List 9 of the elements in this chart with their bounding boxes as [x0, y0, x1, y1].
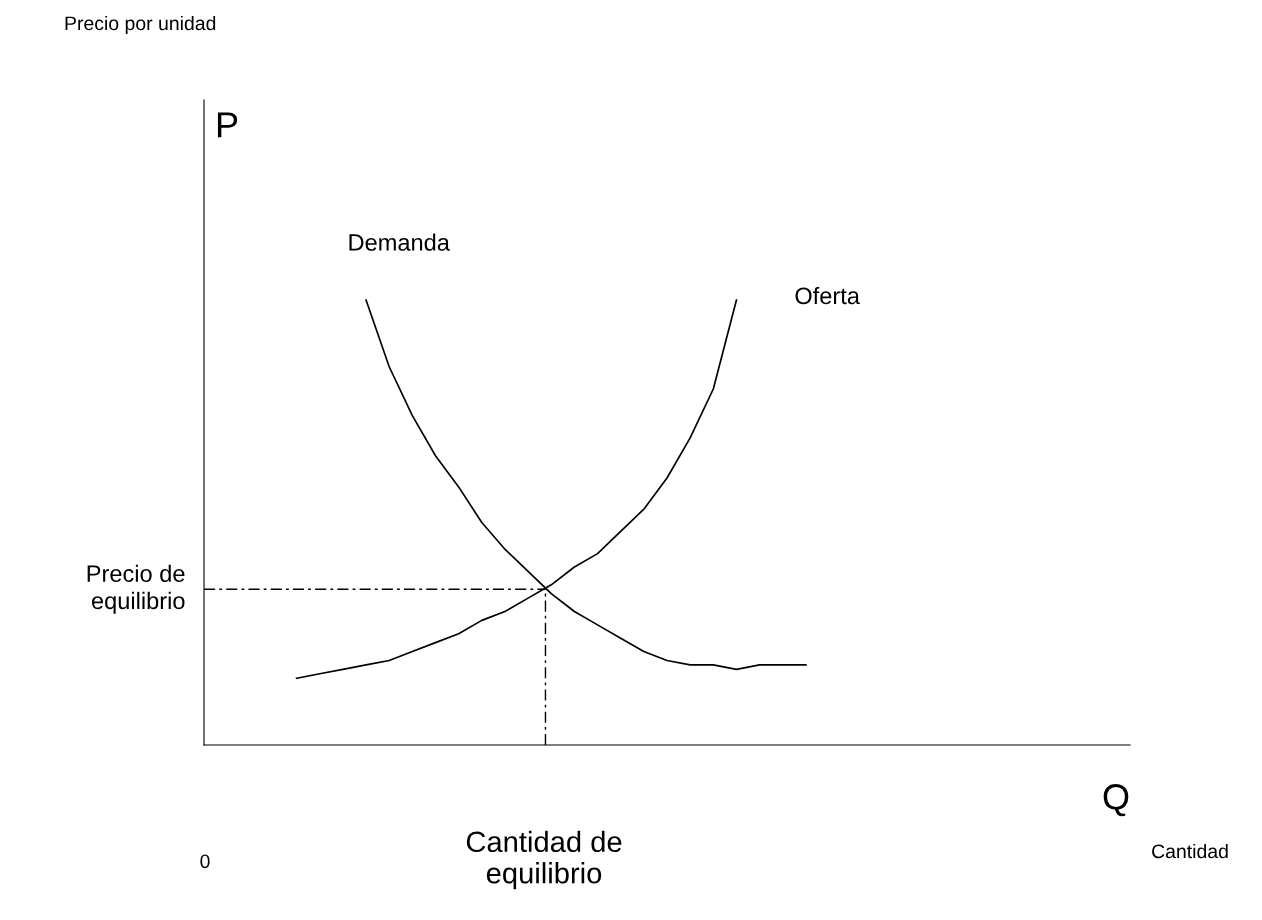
- x-axis-title: Q: [1103, 784, 1129, 817]
- y-axis-title: P: [217, 112, 238, 138]
- text: Cantidad: [1152, 843, 1228, 859]
- text: Oferta: [795, 286, 860, 305]
- text: 0: [200, 854, 210, 869]
- ref-line-label: Precio de equilibrio: [87, 564, 185, 614]
- text: Cantidad de equilibrio: [466, 830, 622, 890]
- text: Demanda: [349, 233, 450, 251]
- text: Precio por unidad: [65, 15, 216, 35]
